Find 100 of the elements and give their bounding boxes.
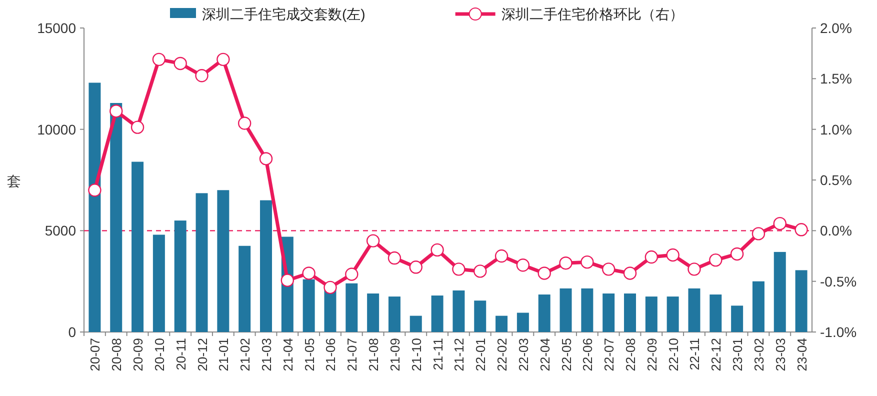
bar [431, 296, 444, 332]
point [366, 234, 380, 248]
y2-tick-label: -0.5% [820, 273, 857, 290]
y2-tick-label: -1.0% [820, 324, 857, 340]
x-tick-label: 23-03 [772, 338, 788, 372]
point [644, 250, 658, 264]
point [794, 223, 808, 236]
bar [581, 288, 594, 332]
x-tick-label: 20-07 [88, 338, 103, 372]
y-tick-label: 0 [68, 324, 76, 340]
point [216, 52, 230, 66]
point [130, 120, 144, 134]
bar [410, 316, 422, 332]
y2-tick-label: 2.0% [820, 20, 852, 36]
x-tick-label: 22-12 [708, 338, 724, 372]
x-tick-label: 21-10 [408, 338, 424, 372]
x-tick-label: 20-08 [109, 338, 124, 372]
bar [538, 294, 550, 332]
x-tick-label: 20-12 [194, 338, 210, 372]
point [730, 247, 744, 261]
point [259, 152, 273, 166]
bar [346, 283, 358, 332]
x-tick-label: 21-12 [452, 338, 467, 372]
x-tick-label: 22-10 [666, 338, 681, 372]
bar [560, 288, 572, 332]
x-tick-label: 20-10 [152, 338, 167, 372]
x-tick-label: 21-07 [344, 338, 360, 372]
x-tick-label: 23-02 [751, 338, 766, 372]
point [580, 255, 594, 269]
bar [196, 193, 208, 332]
point [302, 266, 316, 280]
point [110, 104, 123, 118]
bar [260, 200, 272, 332]
x-tick-label: 22-06 [580, 338, 596, 372]
y2-tick-label: 1.5% [820, 70, 852, 87]
bar [132, 162, 144, 332]
point [174, 56, 187, 70]
legend-label: 深圳二手住宅价格环比（右） [501, 6, 684, 22]
x-tick-label: 21-06 [323, 338, 338, 372]
bar [452, 290, 465, 332]
point [152, 52, 166, 66]
bar [645, 296, 658, 332]
x-tick-label: 22-07 [602, 338, 617, 372]
x-tick-label: 20-09 [130, 338, 146, 372]
x-tick-label: 21-08 [366, 338, 382, 372]
point [709, 253, 722, 267]
bar [302, 279, 315, 332]
x-tick-label: 22-02 [494, 338, 510, 372]
bar [324, 289, 336, 332]
point [409, 260, 422, 274]
x-tick-label: 21-09 [387, 338, 402, 372]
bar [795, 270, 808, 332]
point [516, 258, 530, 272]
point [280, 274, 294, 287]
point [452, 262, 466, 276]
point [773, 216, 786, 230]
x-tick-label: 22-04 [537, 338, 552, 372]
point [324, 280, 337, 294]
x-tick-label: 22-03 [516, 338, 531, 372]
legend-label: 深圳二手住宅成交套数(左) [202, 6, 366, 22]
point [688, 262, 701, 276]
bar [474, 300, 486, 332]
point [752, 227, 766, 240]
bar [496, 316, 508, 332]
bar [516, 312, 529, 332]
bar [710, 294, 722, 332]
x-tick-label: 23-01 [730, 338, 746, 372]
y-tick-label: 5000 [44, 222, 76, 239]
x-tick-label: 21-04 [280, 338, 296, 372]
x-tick-label: 21-01 [216, 338, 232, 372]
bar [110, 102, 122, 332]
point [559, 256, 572, 270]
y-tick-label: 15000 [37, 20, 76, 36]
point [88, 184, 102, 197]
point [195, 69, 208, 82]
point [388, 251, 402, 265]
bar [152, 234, 165, 332]
x-tick-label: 22-11 [687, 338, 702, 370]
bar [752, 281, 764, 332]
x-tick-label: 21-05 [302, 338, 317, 372]
point [602, 262, 616, 276]
point [666, 248, 680, 262]
point [494, 249, 508, 263]
bar [602, 293, 615, 332]
point [538, 266, 551, 280]
x-tick-label: 21-03 [259, 338, 274, 372]
x-tick-label: 21-11 [430, 338, 446, 370]
x-tick-label: 22-01 [473, 338, 488, 372]
y-axis-title: 套 [7, 173, 21, 189]
bar [624, 293, 636, 332]
x-tick-label: 22-09 [644, 338, 660, 372]
y2-tick-label: 0.0% [820, 222, 852, 239]
point [345, 268, 358, 281]
bar [388, 296, 400, 332]
bar [666, 296, 679, 332]
bar [174, 220, 186, 332]
y-tick-label: 10000 [37, 121, 76, 138]
x-tick-label: 22-05 [558, 338, 574, 372]
point [474, 264, 487, 278]
bar [238, 246, 251, 332]
